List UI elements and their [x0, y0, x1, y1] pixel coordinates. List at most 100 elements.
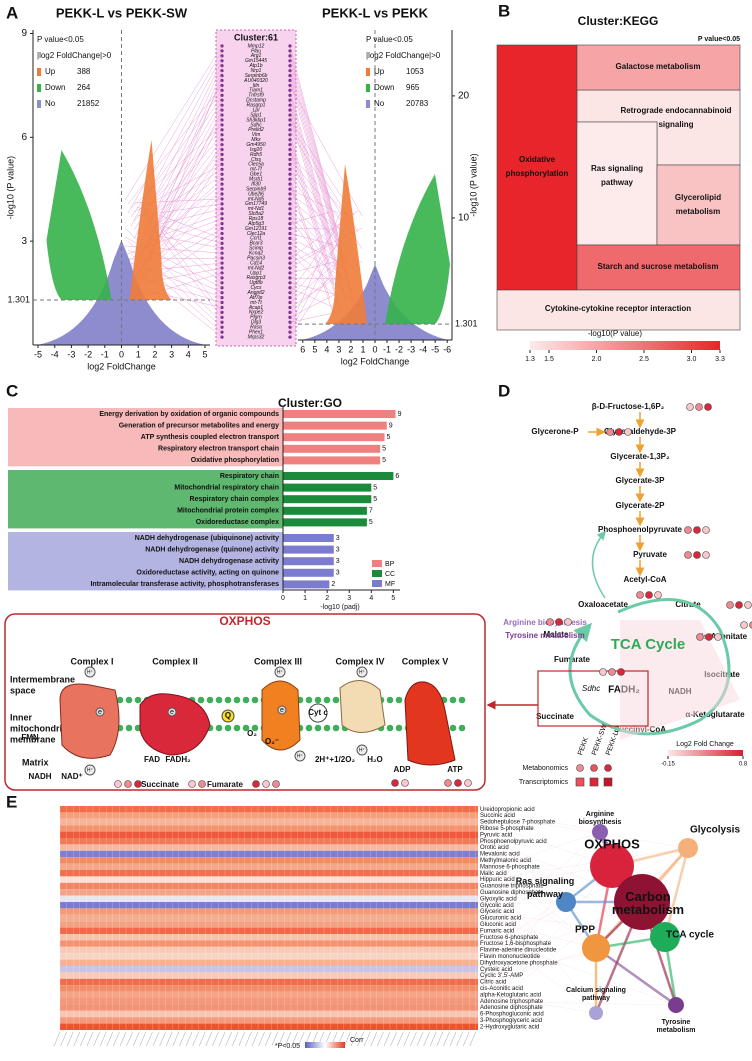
- lipid: [323, 696, 331, 704]
- label: Gm17749: [245, 201, 267, 207]
- label: Cd14: [250, 260, 262, 266]
- label: Up: [374, 67, 385, 76]
- label: -4: [51, 349, 59, 359]
- label: P value<0.05: [698, 36, 740, 43]
- label: 0: [372, 344, 377, 354]
- label: 3.0: [687, 356, 697, 363]
- label: Phosphoenolpyruvic acid: [480, 839, 547, 845]
- label: 4: [369, 595, 373, 602]
- lipid: [215, 696, 223, 704]
- column-label-stub: [192, 1031, 199, 1047]
- fc-dot: [726, 601, 734, 609]
- fc-dot: [744, 601, 752, 609]
- label: PPP: [575, 925, 595, 936]
- label: -2: [84, 349, 92, 359]
- legend-swatch: [366, 100, 370, 108]
- fc-dot: [555, 618, 563, 626]
- lipid: [323, 724, 331, 732]
- colorbar: [305, 1042, 345, 1048]
- gene-dot: [288, 143, 292, 147]
- lipid: [233, 696, 241, 704]
- column-label-stub: [159, 1031, 166, 1047]
- heatmap-row: [60, 876, 478, 883]
- label: Rasgrp3: [247, 275, 266, 281]
- node: [650, 922, 680, 952]
- label: 2.5: [639, 356, 649, 363]
- label: Vim: [252, 132, 261, 138]
- label: Rps18: [249, 216, 264, 222]
- column-label-stub: [357, 1031, 364, 1047]
- label: -6: [443, 344, 451, 354]
- fan-line: [477, 850, 597, 949]
- label: Mkx: [251, 137, 261, 143]
- link-line: [289, 105, 343, 285]
- column-label-stub: [423, 1031, 430, 1047]
- label: 9: [398, 411, 402, 418]
- label: Ifi30: [251, 181, 261, 187]
- panel-label: C: [6, 381, 18, 400]
- label: Energy derivation by oxidation of organi…: [99, 411, 279, 418]
- label: Carbon metabolism: [612, 889, 684, 917]
- link-line: [289, 188, 339, 214]
- node: [590, 844, 634, 888]
- label: ADP: [394, 765, 412, 774]
- link-line: [289, 149, 343, 318]
- fc-dot: [188, 780, 196, 788]
- label: Inner: [10, 712, 33, 722]
- label: Plgrn: [250, 315, 262, 321]
- label: Arginine biosynthesis: [579, 811, 622, 826]
- label: Malate: [544, 630, 569, 639]
- label: Glyceraldehyde-3P: [604, 427, 677, 436]
- label: PEKK-L: [605, 730, 620, 756]
- heatmap-row: [60, 908, 478, 915]
- proton: [356, 744, 368, 756]
- label: Oxidoreductase activity, acting on quino…: [136, 570, 279, 577]
- label: Tiam1: [249, 88, 263, 94]
- group-band: [8, 532, 283, 591]
- label: 3: [336, 546, 340, 553]
- label: Malic acid: [480, 871, 507, 877]
- panel-label: B: [498, 1, 510, 20]
- label: 6: [300, 344, 305, 354]
- column-label-stub: [126, 1031, 133, 1047]
- column-label-stub: [106, 1031, 113, 1047]
- lipid: [332, 696, 340, 704]
- column-label-stub: [377, 1031, 384, 1047]
- heatmap-row: [60, 940, 478, 947]
- label: OXPHOS: [584, 836, 640, 851]
- label: -5: [34, 349, 42, 359]
- label: O₂⁻: [265, 737, 279, 746]
- lipid: [206, 696, 214, 704]
- link-line: [289, 244, 331, 269]
- lipid: [395, 724, 403, 732]
- label: Gbe1: [250, 172, 262, 178]
- label: -3: [67, 349, 75, 359]
- column-label-stub: [403, 1031, 410, 1047]
- node: [589, 1006, 603, 1020]
- fan-line: [477, 901, 643, 972]
- fan-line: [477, 865, 613, 889]
- heatmap-row: [60, 857, 478, 864]
- label: Rdh5: [250, 152, 262, 158]
- fc-dot: [615, 428, 623, 436]
- legend-swatch: [372, 560, 382, 567]
- lipid: [305, 724, 313, 732]
- lipid: [395, 696, 403, 704]
- link-line: [289, 198, 347, 248]
- label: Serpinb9: [246, 186, 266, 192]
- fc-dot: [693, 551, 701, 559]
- label: Glycerate-1,3P₂: [610, 452, 670, 461]
- label: NAD⁺: [61, 772, 83, 781]
- label: Nrp1: [251, 68, 262, 74]
- lipid: [224, 724, 232, 732]
- fan-line: [477, 895, 567, 903]
- label: Glycerone-P: [531, 427, 579, 436]
- label: H₂O: [367, 755, 383, 764]
- panel-label: A: [6, 3, 18, 22]
- oxphos-frame: [4, 613, 486, 791]
- no-cloud: [302, 264, 448, 340]
- fan-line: [477, 901, 567, 964]
- fc-dot: [695, 403, 703, 411]
- down-cloud: [46, 149, 112, 300]
- gene-dot: [220, 207, 224, 211]
